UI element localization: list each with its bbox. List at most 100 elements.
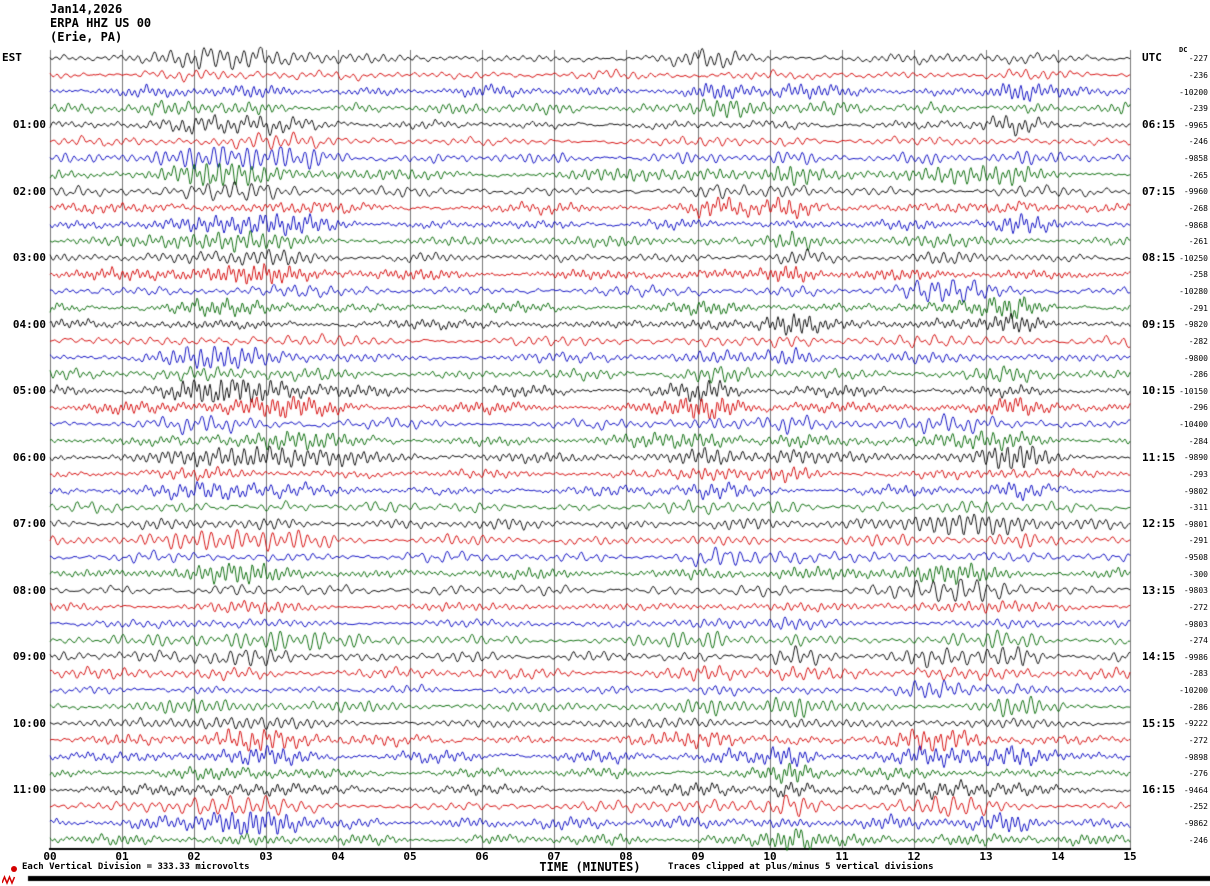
dc-value: -9965 <box>1183 120 1208 130</box>
dc-value: -282 <box>1188 336 1208 346</box>
dc-value: -236 <box>1188 70 1208 80</box>
x-tick-label: 09 <box>691 850 705 863</box>
dc-header-label: DC <box>1179 46 1188 54</box>
x-tick-label: 01 <box>115 850 129 863</box>
dc-value: -272 <box>1188 602 1208 612</box>
dc-value: -283 <box>1188 669 1208 679</box>
est-hour-label: 04:00 <box>12 317 46 331</box>
est-hour-label: 01:00 <box>12 118 46 132</box>
right-timezone-label: UTC <box>1142 51 1162 64</box>
utc-time-label: 11:15 <box>1142 450 1176 464</box>
dc-value: -9803 <box>1183 619 1208 629</box>
dc-value: -9868 <box>1183 220 1208 230</box>
est-hour-label: 07:00 <box>12 517 46 531</box>
dc-value: -9803 <box>1183 586 1208 596</box>
dc-value: -252 <box>1188 802 1208 812</box>
x-tick-label: 12 <box>907 850 921 863</box>
dc-value: -300 <box>1188 569 1208 579</box>
dc-value: -246 <box>1188 137 1208 147</box>
dc-value: -311 <box>1188 503 1208 513</box>
est-hour-label: 05:00 <box>12 384 46 398</box>
dc-value: -284 <box>1188 436 1208 446</box>
dc-value: -9820 <box>1183 320 1208 330</box>
utc-time-label: 08:15 <box>1142 251 1176 265</box>
est-hour-label: 09:00 <box>12 650 46 664</box>
x-tick-label: 07 <box>547 850 561 863</box>
dc-value: -9898 <box>1183 752 1208 762</box>
x-axis-title: TIME (MINUTES) <box>539 860 641 874</box>
est-hour-label: 06:00 <box>12 450 46 464</box>
utc-time-label: 10:15 <box>1142 384 1176 398</box>
dc-value: -9960 <box>1183 187 1208 197</box>
red-seismo-logo-icon <box>2 875 16 885</box>
dc-value: -10200 <box>1179 87 1208 97</box>
dc-value: -296 <box>1188 403 1208 413</box>
dc-value: -276 <box>1188 769 1208 779</box>
x-tick-label: 04 <box>331 850 345 863</box>
dc-value: -268 <box>1188 203 1208 213</box>
dc-value: -9986 <box>1183 652 1208 662</box>
dc-value: -10400 <box>1179 420 1208 430</box>
dc-value: -9800 <box>1183 353 1208 363</box>
dc-value: -10280 <box>1179 287 1208 297</box>
dc-value: -286 <box>1188 370 1208 380</box>
dc-value: -286 <box>1188 702 1208 712</box>
dc-value: -9802 <box>1183 486 1208 496</box>
x-tick-label: 03 <box>259 850 273 863</box>
utc-time-label: 09:15 <box>1142 317 1176 331</box>
x-tick-label: 06 <box>475 850 489 863</box>
dc-value: -10200 <box>1179 686 1208 696</box>
dc-value: -9862 <box>1183 819 1208 829</box>
title-location: (Erie, PA) <box>50 30 123 44</box>
est-hour-label: 11:00 <box>12 783 46 797</box>
dc-value: -9464 <box>1183 785 1208 795</box>
footer-clip-note: Traces clipped at plus/minus 5 vertical … <box>668 862 934 872</box>
dc-value: -261 <box>1188 237 1208 247</box>
utc-time-label: 06:15 <box>1142 118 1176 132</box>
est-hour-label: 02:00 <box>12 184 46 198</box>
title-date: Jan14,2026 <box>50 2 123 16</box>
red-dot-icon <box>11 866 17 872</box>
dc-value: -9858 <box>1183 154 1208 164</box>
x-tick-label: 15 <box>1123 850 1137 863</box>
x-tick-label: 02 <box>187 850 201 863</box>
dc-value: -9222 <box>1183 719 1208 729</box>
x-tick-label: 08 <box>619 850 633 863</box>
est-hour-label: 03:00 <box>12 251 46 265</box>
utc-time-label: 12:15 <box>1142 517 1176 531</box>
dc-value: -9801 <box>1183 519 1208 529</box>
est-hour-label: 10:00 <box>12 716 46 730</box>
dc-value: -272 <box>1188 735 1208 745</box>
x-tick-label: 14 <box>1051 850 1065 863</box>
footer-scale-note: Each Vertical Division = 333.33 microvol… <box>22 862 250 872</box>
dc-value: -239 <box>1188 104 1208 114</box>
dc-value: -291 <box>1188 303 1208 313</box>
x-tick-label: 10 <box>763 850 777 863</box>
x-tick-label: 00 <box>43 850 57 863</box>
utc-time-label: 16:15 <box>1142 783 1176 797</box>
x-tick-label: 11 <box>835 850 849 863</box>
utc-time-label: 14:15 <box>1142 650 1176 664</box>
dc-value: -10250 <box>1179 253 1208 263</box>
est-hour-label: 08:00 <box>12 583 46 597</box>
dc-value: -10150 <box>1179 386 1208 396</box>
x-tick-label: 05 <box>403 850 417 863</box>
x-tick-label: 13 <box>979 850 993 863</box>
dc-value: -227 <box>1188 54 1208 64</box>
utc-time-label: 13:15 <box>1142 583 1176 597</box>
dc-value: -258 <box>1188 270 1208 280</box>
dc-value: -291 <box>1188 536 1208 546</box>
left-timezone-label: EST <box>2 51 22 64</box>
utc-time-label: 15:15 <box>1142 716 1176 730</box>
dc-value: -265 <box>1188 170 1208 180</box>
dc-value: -274 <box>1188 636 1208 646</box>
title-station: ERPA HHZ US 00 <box>50 16 152 30</box>
dc-value: -246 <box>1188 835 1208 845</box>
dc-value: -9508 <box>1183 553 1208 563</box>
dc-value: -293 <box>1188 469 1208 479</box>
title-block: Jan14,2026 ERPA HHZ US 00 (Erie, PA) <box>50 2 151 44</box>
utc-time-label: 07:15 <box>1142 184 1176 198</box>
